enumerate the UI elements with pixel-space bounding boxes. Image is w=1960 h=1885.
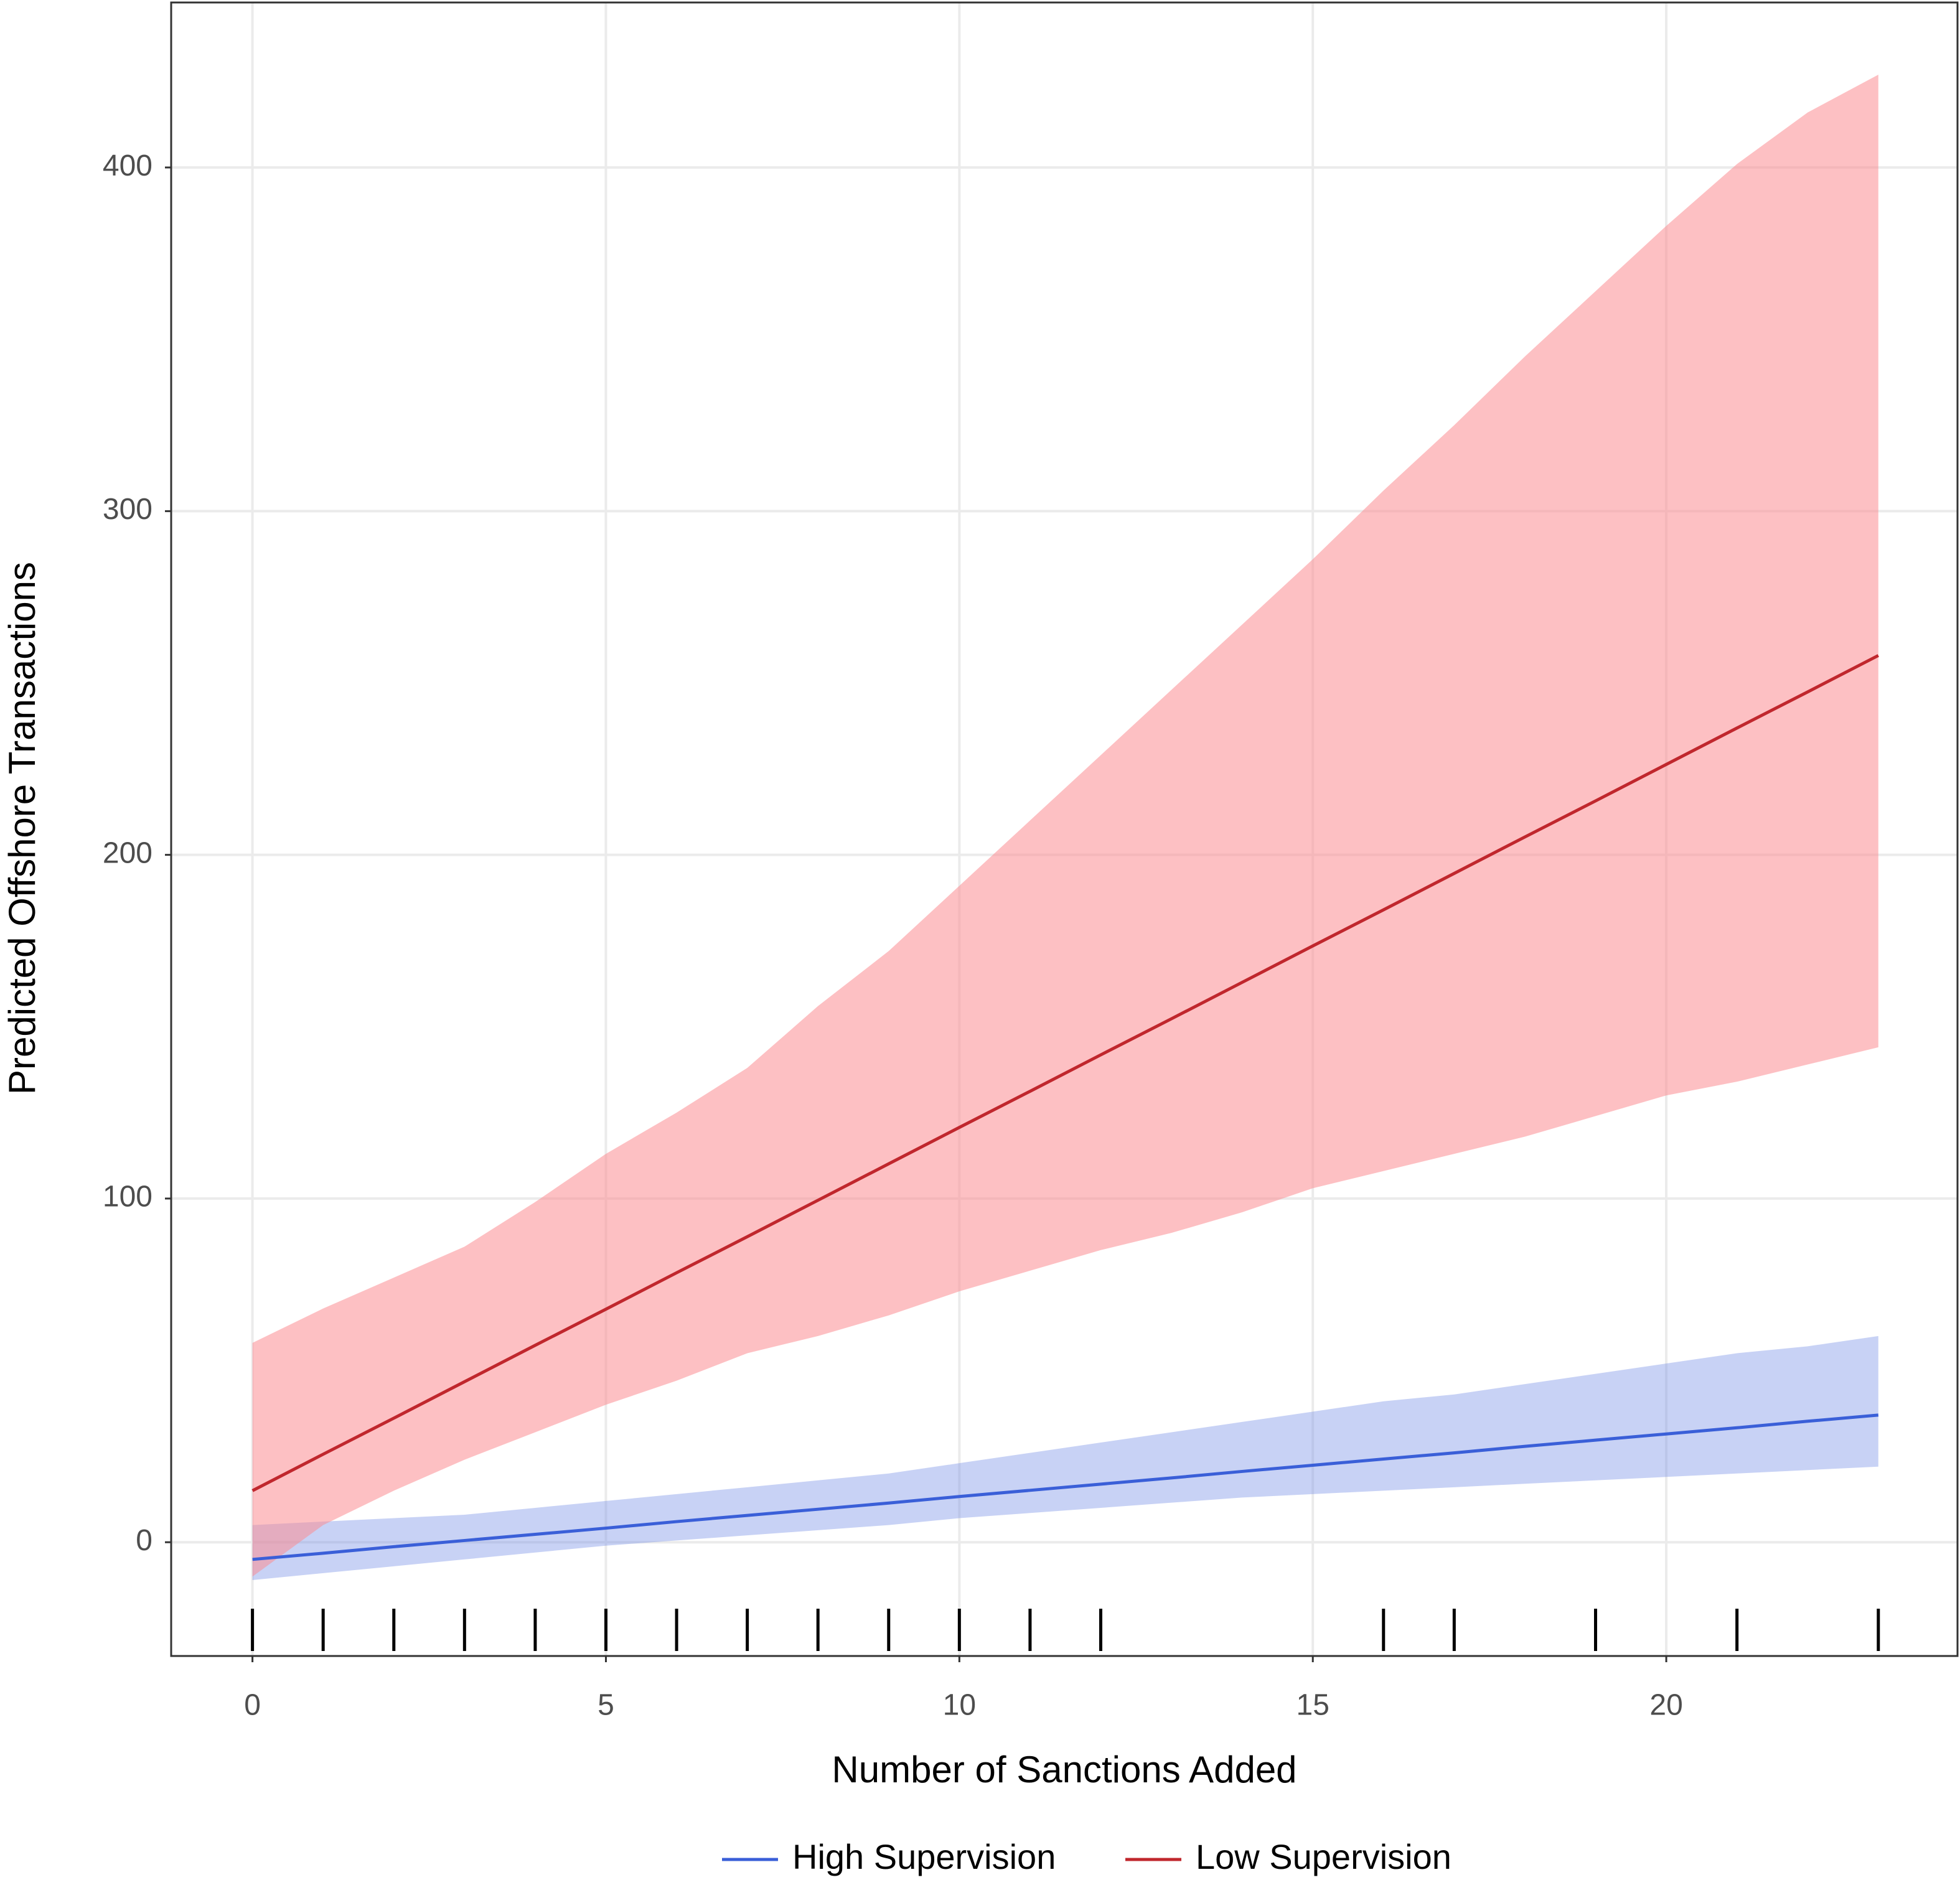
x-tick-label: 5 — [598, 1689, 614, 1722]
x-tick-label: 20 — [1649, 1689, 1682, 1722]
y-axis-title: Predicted Offshore Transactions — [1, 562, 43, 1095]
series-line — [251, 654, 1879, 1492]
y-tick-label: 0 — [136, 1524, 152, 1557]
panel-border — [170, 1, 1959, 1657]
x-tick-label: 10 — [943, 1689, 976, 1722]
y-tick-label: 200 — [103, 836, 152, 869]
y-tick-label: 100 — [103, 1181, 152, 1214]
confidence-ribbon — [252, 1335, 1878, 1580]
x-axis-title: Number of Sanctions Added — [832, 1749, 1297, 1790]
y-tick-label: 400 — [103, 149, 152, 182]
legend-label: Low Supervision — [1196, 1837, 1451, 1876]
confidence-ribbon — [252, 74, 1878, 1577]
legend-label: High Supervision — [792, 1837, 1056, 1876]
x-tick-label: 0 — [244, 1689, 261, 1722]
series-line — [252, 1413, 1879, 1561]
x-tick-label: 15 — [1297, 1689, 1329, 1722]
y-tick-label: 300 — [103, 493, 152, 526]
